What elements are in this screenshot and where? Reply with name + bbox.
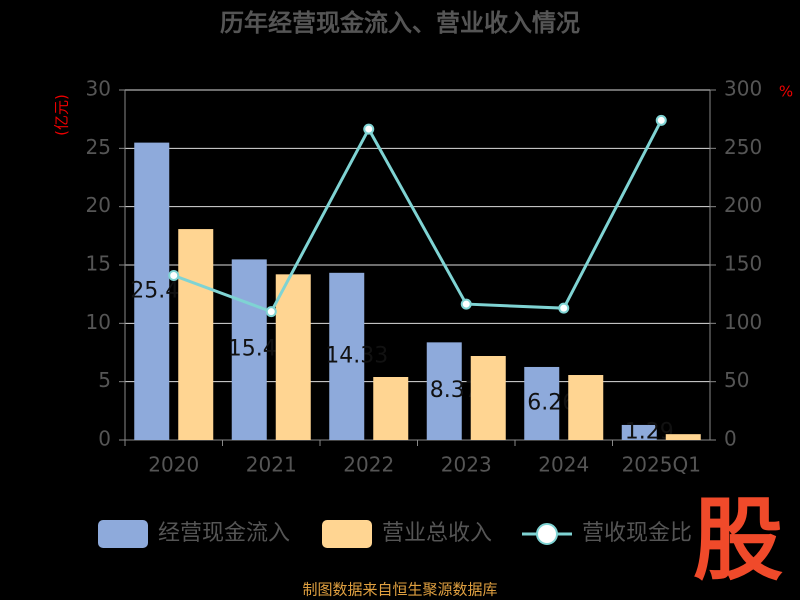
y2-tick-label: 100 bbox=[724, 310, 762, 334]
y-tick-label: 15 bbox=[86, 252, 111, 276]
y-tick-label: 5 bbox=[98, 368, 111, 392]
y-tick-label: 10 bbox=[86, 310, 111, 334]
data-label: 14.33 bbox=[325, 343, 388, 368]
x-tick-label: 2024 bbox=[538, 453, 589, 477]
x-tick-label: 2021 bbox=[246, 453, 297, 477]
line-point bbox=[558, 302, 570, 314]
legend-swatch bbox=[98, 520, 148, 548]
legend-label: 营收现金比 bbox=[582, 521, 692, 546]
y2-tick-label: 50 bbox=[724, 368, 749, 392]
bar bbox=[470, 356, 506, 440]
line-point bbox=[265, 306, 277, 318]
bar bbox=[426, 342, 462, 440]
watermark: 股 bbox=[693, 488, 783, 593]
chart-title: 历年经营现金流入、营业收入情况 bbox=[220, 9, 580, 37]
data-label: 1.29 bbox=[625, 419, 674, 444]
y-tick-label: 25 bbox=[86, 135, 111, 159]
x-tick-label: 2022 bbox=[343, 453, 394, 477]
x-tick-label: 2025Q1 bbox=[622, 453, 701, 477]
line-point bbox=[168, 270, 180, 281]
y-axis-label: (亿元) bbox=[53, 94, 71, 136]
bar bbox=[329, 272, 365, 440]
y2-tick-label: 150 bbox=[724, 252, 762, 276]
bar bbox=[568, 375, 604, 440]
y-tick-label: 20 bbox=[86, 193, 111, 217]
bar bbox=[373, 377, 409, 440]
x-tick-label: 2020 bbox=[148, 453, 199, 477]
y2-axis-label: % bbox=[779, 83, 793, 101]
legend-swatch bbox=[322, 520, 372, 548]
line bbox=[173, 119, 663, 314]
bar bbox=[524, 366, 560, 440]
bar bbox=[231, 259, 267, 440]
data-label: 8.37 bbox=[430, 378, 479, 403]
source: 制图数据来自恒生聚源数据库 bbox=[302, 581, 497, 599]
bar bbox=[275, 274, 311, 440]
x-tick-label: 2023 bbox=[441, 453, 492, 477]
y-tick-label: 30 bbox=[86, 77, 111, 101]
legend-swatch bbox=[536, 523, 558, 545]
bar bbox=[134, 142, 170, 440]
y2-tick-label: 200 bbox=[724, 193, 762, 217]
bar bbox=[621, 424, 657, 440]
y2-tick-label: 300 bbox=[724, 77, 762, 101]
bar bbox=[665, 434, 701, 440]
line-point bbox=[460, 298, 472, 310]
line-point bbox=[655, 114, 667, 126]
y2-tick-label: 250 bbox=[724, 135, 762, 159]
line-point bbox=[363, 123, 375, 135]
legend-label: 营业总收入 bbox=[382, 521, 492, 546]
data-label: 6.26 bbox=[527, 390, 576, 415]
y-tick-label: 0 bbox=[98, 427, 111, 451]
legend-label: 经营现金流入 bbox=[158, 521, 290, 546]
bar bbox=[178, 229, 214, 440]
y2-tick-label: 0 bbox=[724, 427, 737, 451]
